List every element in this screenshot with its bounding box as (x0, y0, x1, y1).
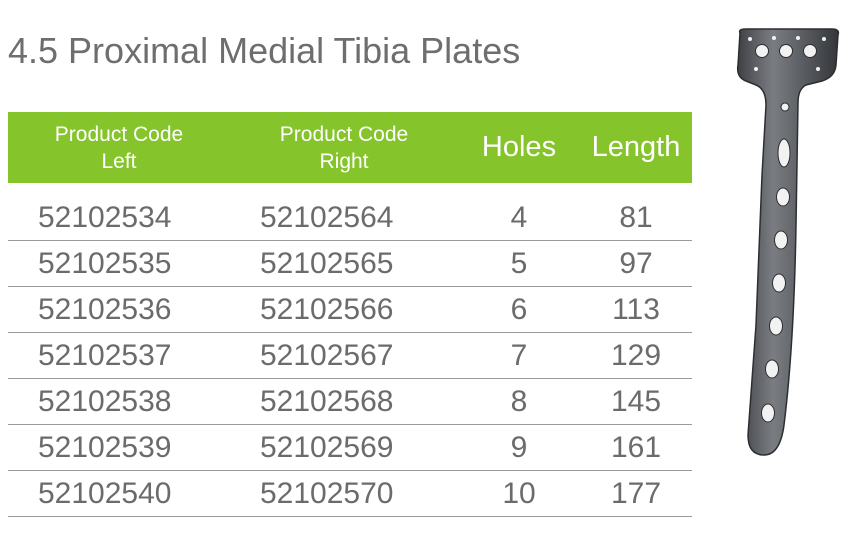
cell-product-code-right: 52102570 (260, 476, 394, 510)
header-holes: Holes (481, 131, 557, 163)
cell-holes: 5 (510, 246, 528, 280)
cell-length: 161 (610, 430, 662, 464)
table-row: 52102537 52102567 7 129 (8, 333, 692, 379)
tibia-plate-illustration-icon (736, 28, 840, 456)
cell-length: 129 (610, 338, 662, 372)
cell-length: 97 (619, 246, 653, 280)
cell-length: 177 (610, 476, 662, 510)
cell-holes: 7 (510, 338, 528, 372)
table-row: 52102540 52102570 10 177 (8, 471, 692, 517)
cell-product-code-left: 52102539 (38, 430, 172, 464)
cell-product-code-left: 52102536 (38, 292, 172, 326)
table-row: 52102534 52102564 4 81 (8, 183, 692, 241)
cell-holes: 4 (510, 200, 528, 234)
header-product-code-right: Product Code Right (230, 121, 458, 175)
cell-product-code-right: 52102564 (260, 200, 394, 234)
table-header: Product Code Left Product Code Right Hol… (8, 112, 692, 183)
cell-product-code-right: 52102565 (260, 246, 394, 280)
cell-product-code-left: 52102534 (38, 200, 172, 234)
header-right-line1: Product Code (279, 122, 409, 146)
cell-product-code-right: 52102566 (260, 292, 394, 326)
cell-product-code-left: 52102537 (38, 338, 172, 372)
header-left-line2: Left (101, 149, 137, 173)
header-left-line1: Product Code (54, 122, 184, 146)
cell-product-code-right: 52102569 (260, 430, 394, 464)
cell-holes: 9 (510, 430, 528, 464)
cell-product-code-left: 52102535 (38, 246, 172, 280)
header-length: Length (591, 131, 681, 163)
table-row: 52102535 52102565 5 97 (8, 241, 692, 287)
cell-product-code-right: 52102567 (260, 338, 394, 372)
header-product-code-left: Product Code Left (8, 121, 230, 175)
cell-length: 113 (612, 292, 660, 326)
cell-length: 145 (610, 384, 662, 418)
table-row: 52102536 52102566 6 113 (8, 287, 692, 333)
cell-holes: 6 (510, 292, 528, 326)
table-row: 52102538 52102568 8 145 (8, 379, 692, 425)
cell-holes: 8 (510, 384, 528, 418)
cell-product-code-left: 52102538 (38, 384, 172, 418)
cell-length: 81 (619, 200, 653, 234)
cell-product-code-right: 52102568 (260, 384, 394, 418)
table-body: 52102534 52102564 4 81 52102535 52102565 5 97 52… (8, 183, 692, 517)
page-title: 4.5 Proximal Medial Tibia Plates (8, 30, 521, 71)
cell-product-code-left: 52102540 (38, 476, 172, 510)
cell-holes: 10 (502, 476, 536, 510)
header-right-line2: Right (319, 149, 369, 173)
table-row: 52102539 52102569 9 161 (8, 425, 692, 471)
product-table: Product Code Left Product Code Right Hol… (8, 112, 692, 517)
